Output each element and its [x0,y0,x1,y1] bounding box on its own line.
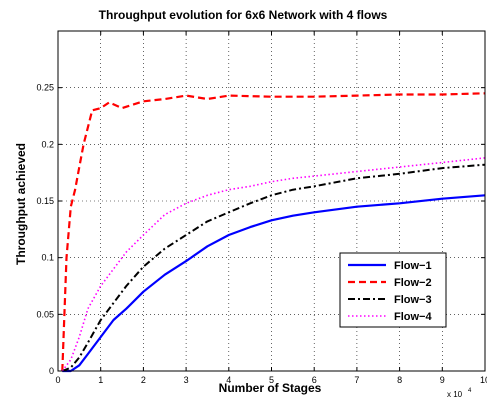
x-tick-label: 3 [184,375,189,385]
series-line-flow-3 [61,163,486,372]
x-tick-label: 10 [480,375,487,385]
x-tick-label: 6 [312,375,317,385]
x-tick-label: 2 [141,375,146,385]
series-line-flow-1 [62,194,486,373]
x-tick-label: 9 [440,375,445,385]
series-group [61,92,486,373]
legend: Flow−1 Flow−2 Flow−3 Flow−4 [339,252,447,328]
axis-ticks: 0 1 2 3 4 5 6 7 8 9 10 0 0.05 0.1 0.15 0.2 0.25 [36,31,487,385]
x-tick-label: 1 [98,375,103,385]
x-tick-label: 8 [397,375,402,385]
x-tick-label: 4 [226,375,231,385]
y-tick-label: 0.25 [36,83,54,93]
y-tick-label: 0 [49,366,54,376]
legend-label-flow-3: Flow−3 [394,294,432,306]
legend-label-flow-2: Flow−2 [394,277,432,289]
legend-label-flow-1: Flow−1 [394,260,432,272]
y-axis-label: Throughput achieved [14,143,28,265]
x-axis-label: Number of Stages [219,381,322,395]
x-multiplier-exponent: 4 [468,388,472,394]
legend-label-flow-4: Flow−4 [394,311,432,323]
y-tick-label: 0.05 [36,309,54,319]
x-tick-label: 0 [55,375,60,385]
x-multiplier: x 10 [447,390,463,399]
series-line-flow-2 [61,92,486,372]
y-tick-label: 0.2 [41,139,54,149]
y-tick-label: 0.1 [41,253,54,263]
y-tick-label: 0.15 [36,196,54,206]
chart-title: Throughput evolution for 6x6 Network wit… [99,8,388,22]
x-tick-label: 5 [269,375,274,385]
series-line-flow-4 [61,157,486,372]
x-tick-label: 7 [354,375,359,385]
grid [58,31,485,371]
